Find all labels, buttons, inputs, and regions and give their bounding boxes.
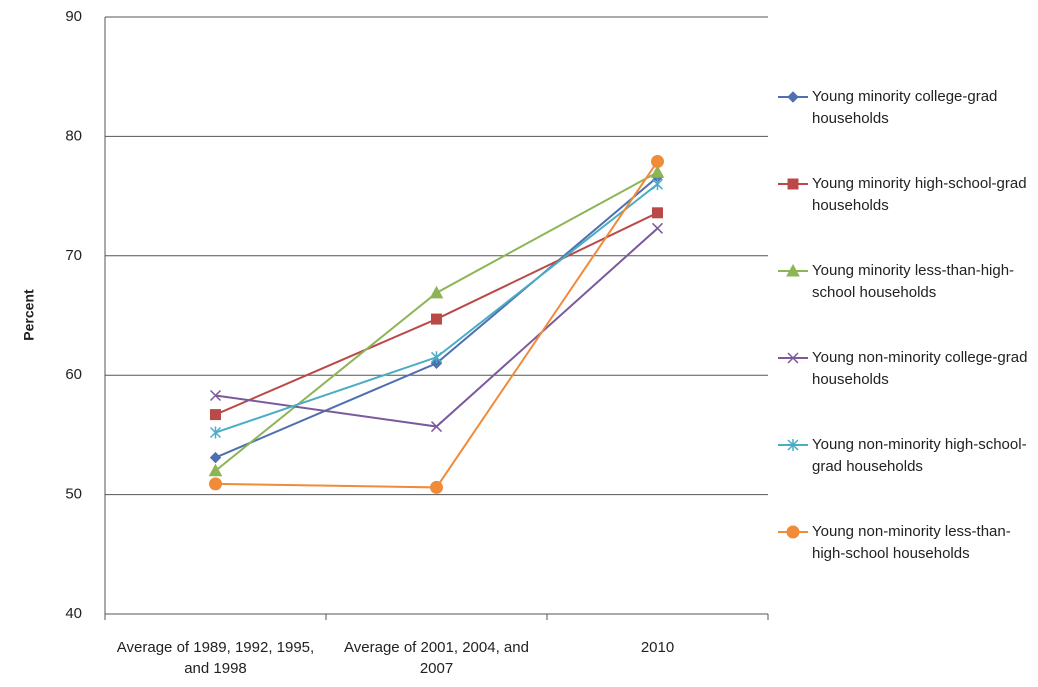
- legend-label: Young minority high-school-grad househol…: [812, 175, 1027, 214]
- x-tick-label: Average of 2001, 2004, and 2007: [344, 639, 529, 677]
- data-point: [651, 154, 664, 168]
- data-point: [208, 463, 223, 477]
- data-point: [431, 313, 442, 325]
- series-line: [215, 183, 659, 434]
- data-point: [429, 285, 444, 299]
- data-point: [650, 165, 665, 178]
- data-point: [209, 426, 222, 439]
- data-point: [430, 421, 443, 433]
- legend-label: Young minority college-grad households: [812, 88, 998, 127]
- y-tick-label: 80: [65, 127, 82, 144]
- data-point: [210, 409, 221, 421]
- y-tick-label: 60: [65, 366, 82, 383]
- data-point: [430, 351, 443, 364]
- y-tick-label: 50: [65, 486, 82, 503]
- data-point: [209, 451, 222, 464]
- legend-label: Young non-minority college-grad househol…: [812, 349, 1028, 388]
- x-tick-label: Average of 1989, 1992, 1995, and 1998: [116, 639, 315, 677]
- data-point: [651, 178, 664, 191]
- y-tick-label: 90: [65, 8, 82, 25]
- legend-marker: [786, 263, 800, 277]
- legend-marker: [787, 439, 799, 451]
- y-axis-label: Percent: [21, 289, 37, 341]
- x-tick-label: 2010: [640, 639, 675, 656]
- data-point: [209, 389, 222, 402]
- data-point: [651, 222, 664, 234]
- legend-marker: [787, 352, 799, 364]
- data-point: [430, 480, 443, 494]
- data-point: [209, 477, 222, 491]
- legend-marker: [787, 91, 799, 103]
- legend-label: Young non-minority less-than-high-school…: [812, 523, 1011, 562]
- legend-label: Young minority less-than-high-school hou…: [812, 262, 1015, 301]
- legend-marker: [786, 525, 800, 539]
- legend-label: Young non-minority high-school-grad hous…: [812, 436, 1027, 475]
- y-tick-label: 70: [65, 247, 82, 264]
- y-tick-label: 40: [65, 605, 82, 622]
- legend-marker: [787, 178, 799, 190]
- data-point: [652, 207, 663, 219]
